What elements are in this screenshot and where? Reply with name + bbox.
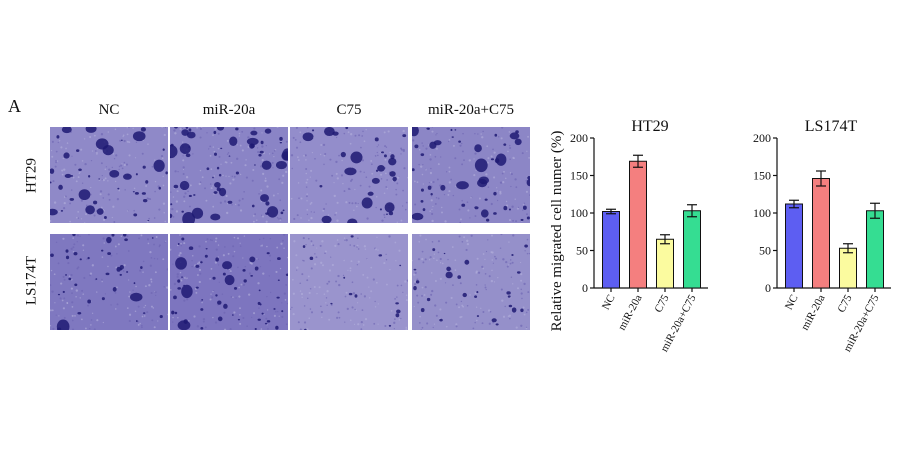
- y-tick-label: 200: [753, 131, 771, 145]
- x-tick-label: C75: [835, 292, 854, 314]
- bar-nc: [602, 211, 620, 289]
- panel-label: A: [8, 96, 21, 116]
- y-tick-label: 50: [576, 244, 588, 258]
- micrograph-ht29-nc: [50, 127, 168, 223]
- y-tick-label: 100: [753, 206, 771, 220]
- x-tick-label: miR-20a: [799, 293, 828, 333]
- chart-1: HT29 Relative migrated cell numer (%) 0 50 1…: [549, 118, 708, 354]
- bar-mir-20a: [812, 178, 830, 289]
- x-tick-label: NC: [783, 293, 801, 312]
- micrograph-ht29-mir20a: [170, 127, 288, 223]
- x-tick-label: NC: [600, 293, 618, 312]
- bar-mir-20a-c75: [866, 210, 884, 289]
- bar-mir-20a-c75: [683, 210, 701, 289]
- micrograph-ht29-mir20a-c75: [412, 127, 530, 223]
- bar-nc: [785, 203, 803, 289]
- y-tick-label: 200: [570, 131, 588, 145]
- micrograph-ls174t-mir20a-c75: [412, 234, 530, 330]
- y-tick-label: 150: [570, 169, 588, 183]
- bar-mir-20a: [629, 160, 647, 289]
- chart-title: HT29: [631, 118, 668, 135]
- column-label-c75: C75: [336, 102, 362, 118]
- column-label-nc: NC: [98, 102, 120, 118]
- bar-c75: [656, 238, 674, 289]
- micrograph-ls174t-mir20a: [170, 234, 288, 330]
- bar-c75: [839, 247, 857, 289]
- micrograph-ls174t-nc: [50, 234, 168, 330]
- column-label-mir20a-c75: miR-20a+C75: [428, 102, 514, 118]
- y-tick-label: 0: [582, 281, 588, 295]
- chart-title: LS174T: [805, 118, 858, 135]
- y-axis-label: Relative migrated cell numer (%): [549, 131, 565, 332]
- column-label-mir20a: miR-20a: [202, 102, 256, 118]
- y-tick-label: 100: [570, 206, 588, 220]
- micrograph-ht29-c75: [290, 127, 408, 223]
- y-tick-label: 150: [753, 169, 771, 183]
- y-tick-label: 0: [765, 281, 771, 295]
- micrograph-ls174t-c75: [290, 234, 408, 330]
- y-tick-label: 50: [759, 244, 771, 258]
- x-tick-label: C75: [652, 292, 671, 314]
- x-tick-label: miR-20a: [616, 293, 645, 333]
